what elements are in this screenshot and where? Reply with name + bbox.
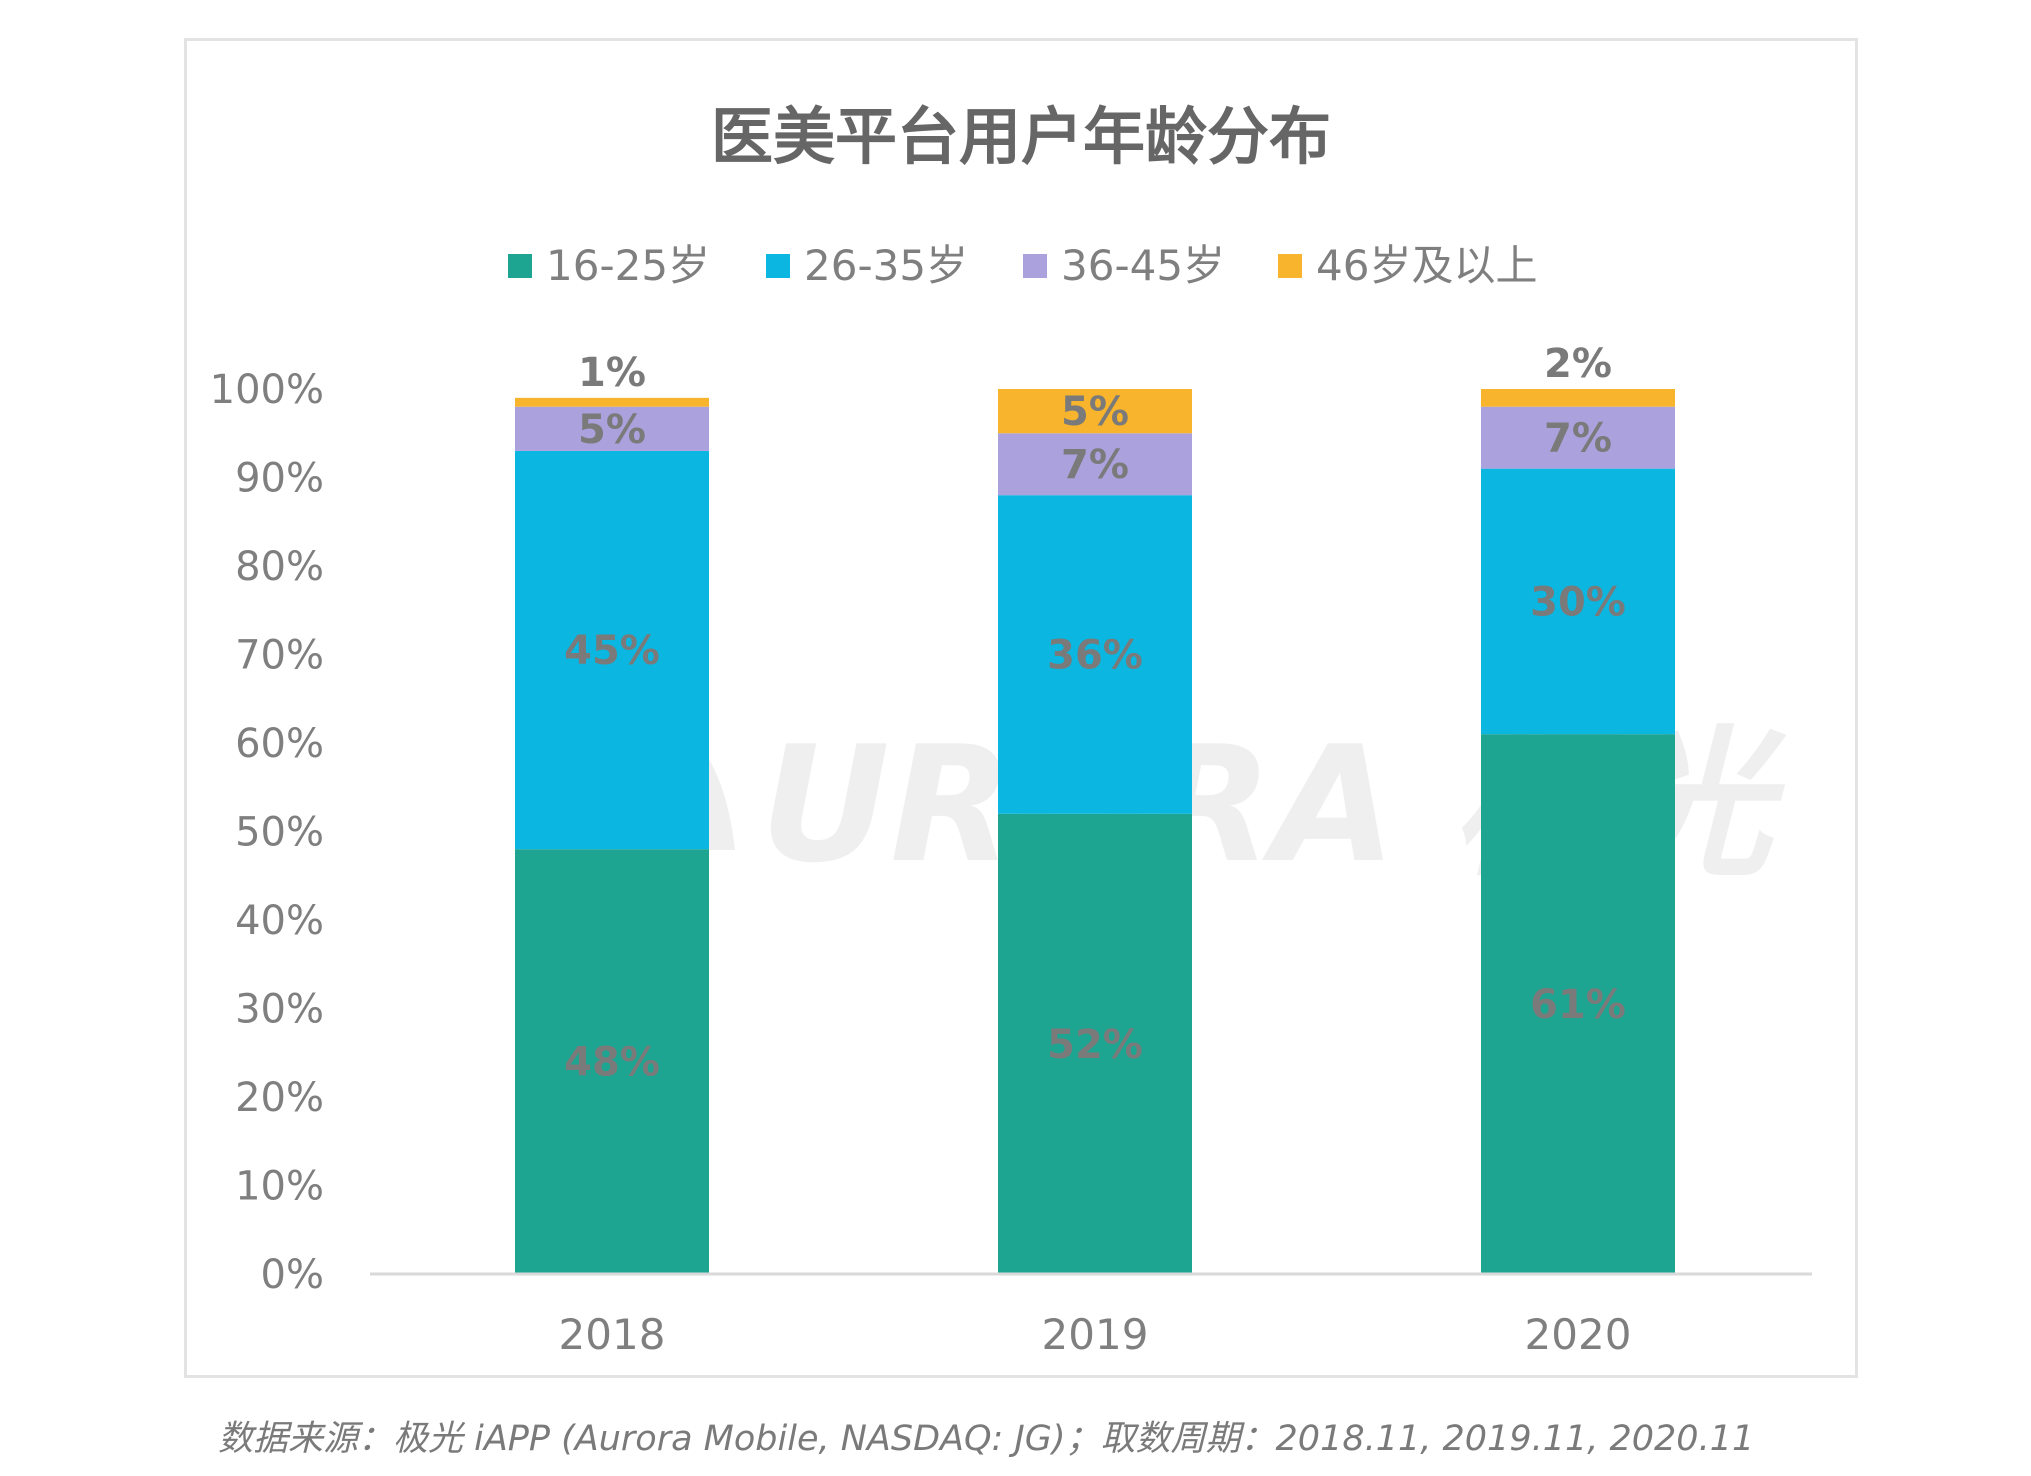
data-label: 2%: [1544, 341, 1612, 387]
data-label: 48%: [564, 1040, 660, 1086]
legend-swatch: [508, 254, 532, 278]
chart-legend: 16-25岁 26-35岁 36-45岁 46岁及以上: [508, 241, 1537, 290]
bar-segment: [515, 849, 709, 1274]
bar-segment: [515, 406, 709, 451]
y-tick-label: 20%: [235, 1075, 324, 1121]
bar-segment: [1481, 734, 1675, 1274]
y-tick-label: 80%: [235, 544, 324, 590]
source-note: 数据来源：极光 iAPP (Aurora Mobile, NASDAQ: JG)…: [218, 1419, 1755, 1459]
y-tick-label: 100%: [210, 367, 324, 413]
bar-stacks: 48% 45% 5% 1% 52% 36% 7% 5% 61% 30% 7% 2%: [515, 341, 1675, 1274]
data-label: 61%: [1530, 982, 1626, 1028]
chart-title: 医美平台用户年龄分布: [711, 100, 1331, 173]
data-label: 1%: [578, 350, 646, 396]
legend-label: 16-25岁: [546, 241, 710, 290]
bar-segment: [998, 433, 1192, 496]
data-label: 7%: [1544, 416, 1612, 462]
legend-swatch: [1023, 254, 1047, 278]
bar-segment: [1481, 389, 1675, 407]
y-tick-label: 10%: [235, 1164, 324, 1210]
data-label: 52%: [1047, 1022, 1143, 1068]
legend-label: 26-35岁: [804, 241, 968, 290]
y-tick-label: 30%: [235, 987, 324, 1033]
legend-swatch: [1278, 254, 1302, 278]
data-label: 5%: [1061, 389, 1129, 435]
x-tick-label: 2018: [559, 1310, 666, 1359]
bar-segment: [998, 389, 1192, 434]
data-label: 5%: [578, 407, 646, 453]
legend-label: 46岁及以上: [1316, 241, 1537, 290]
bar-segment: [998, 495, 1192, 814]
y-tick-label: 50%: [235, 810, 324, 856]
data-label: 45%: [564, 628, 660, 674]
bar-segment: [515, 397, 709, 407]
bar-segment: [515, 450, 709, 850]
y-tick-label: 0%: [261, 1252, 324, 1298]
data-label: 36%: [1047, 633, 1143, 679]
y-tick-label: 60%: [235, 721, 324, 767]
bar-segment: [1481, 468, 1675, 735]
x-tick-label: 2019: [1042, 1310, 1149, 1359]
bar-segment: [998, 813, 1192, 1274]
legend-label: 36-45岁: [1061, 241, 1225, 290]
legend-swatch: [766, 254, 790, 278]
data-label: 7%: [1061, 442, 1129, 488]
x-tick-label: 2020: [1525, 1310, 1632, 1359]
x-axis: 2018 2019 2020: [559, 1310, 1632, 1359]
y-tick-label: 90%: [235, 456, 324, 502]
y-axis: 0% 10% 20% 30% 40% 50% 60% 70% 80% 90% 100%: [210, 367, 324, 1298]
y-tick-label: 70%: [235, 633, 324, 679]
bar-segment: [1481, 406, 1675, 469]
y-tick-label: 40%: [235, 898, 324, 944]
data-label: 30%: [1530, 579, 1626, 625]
